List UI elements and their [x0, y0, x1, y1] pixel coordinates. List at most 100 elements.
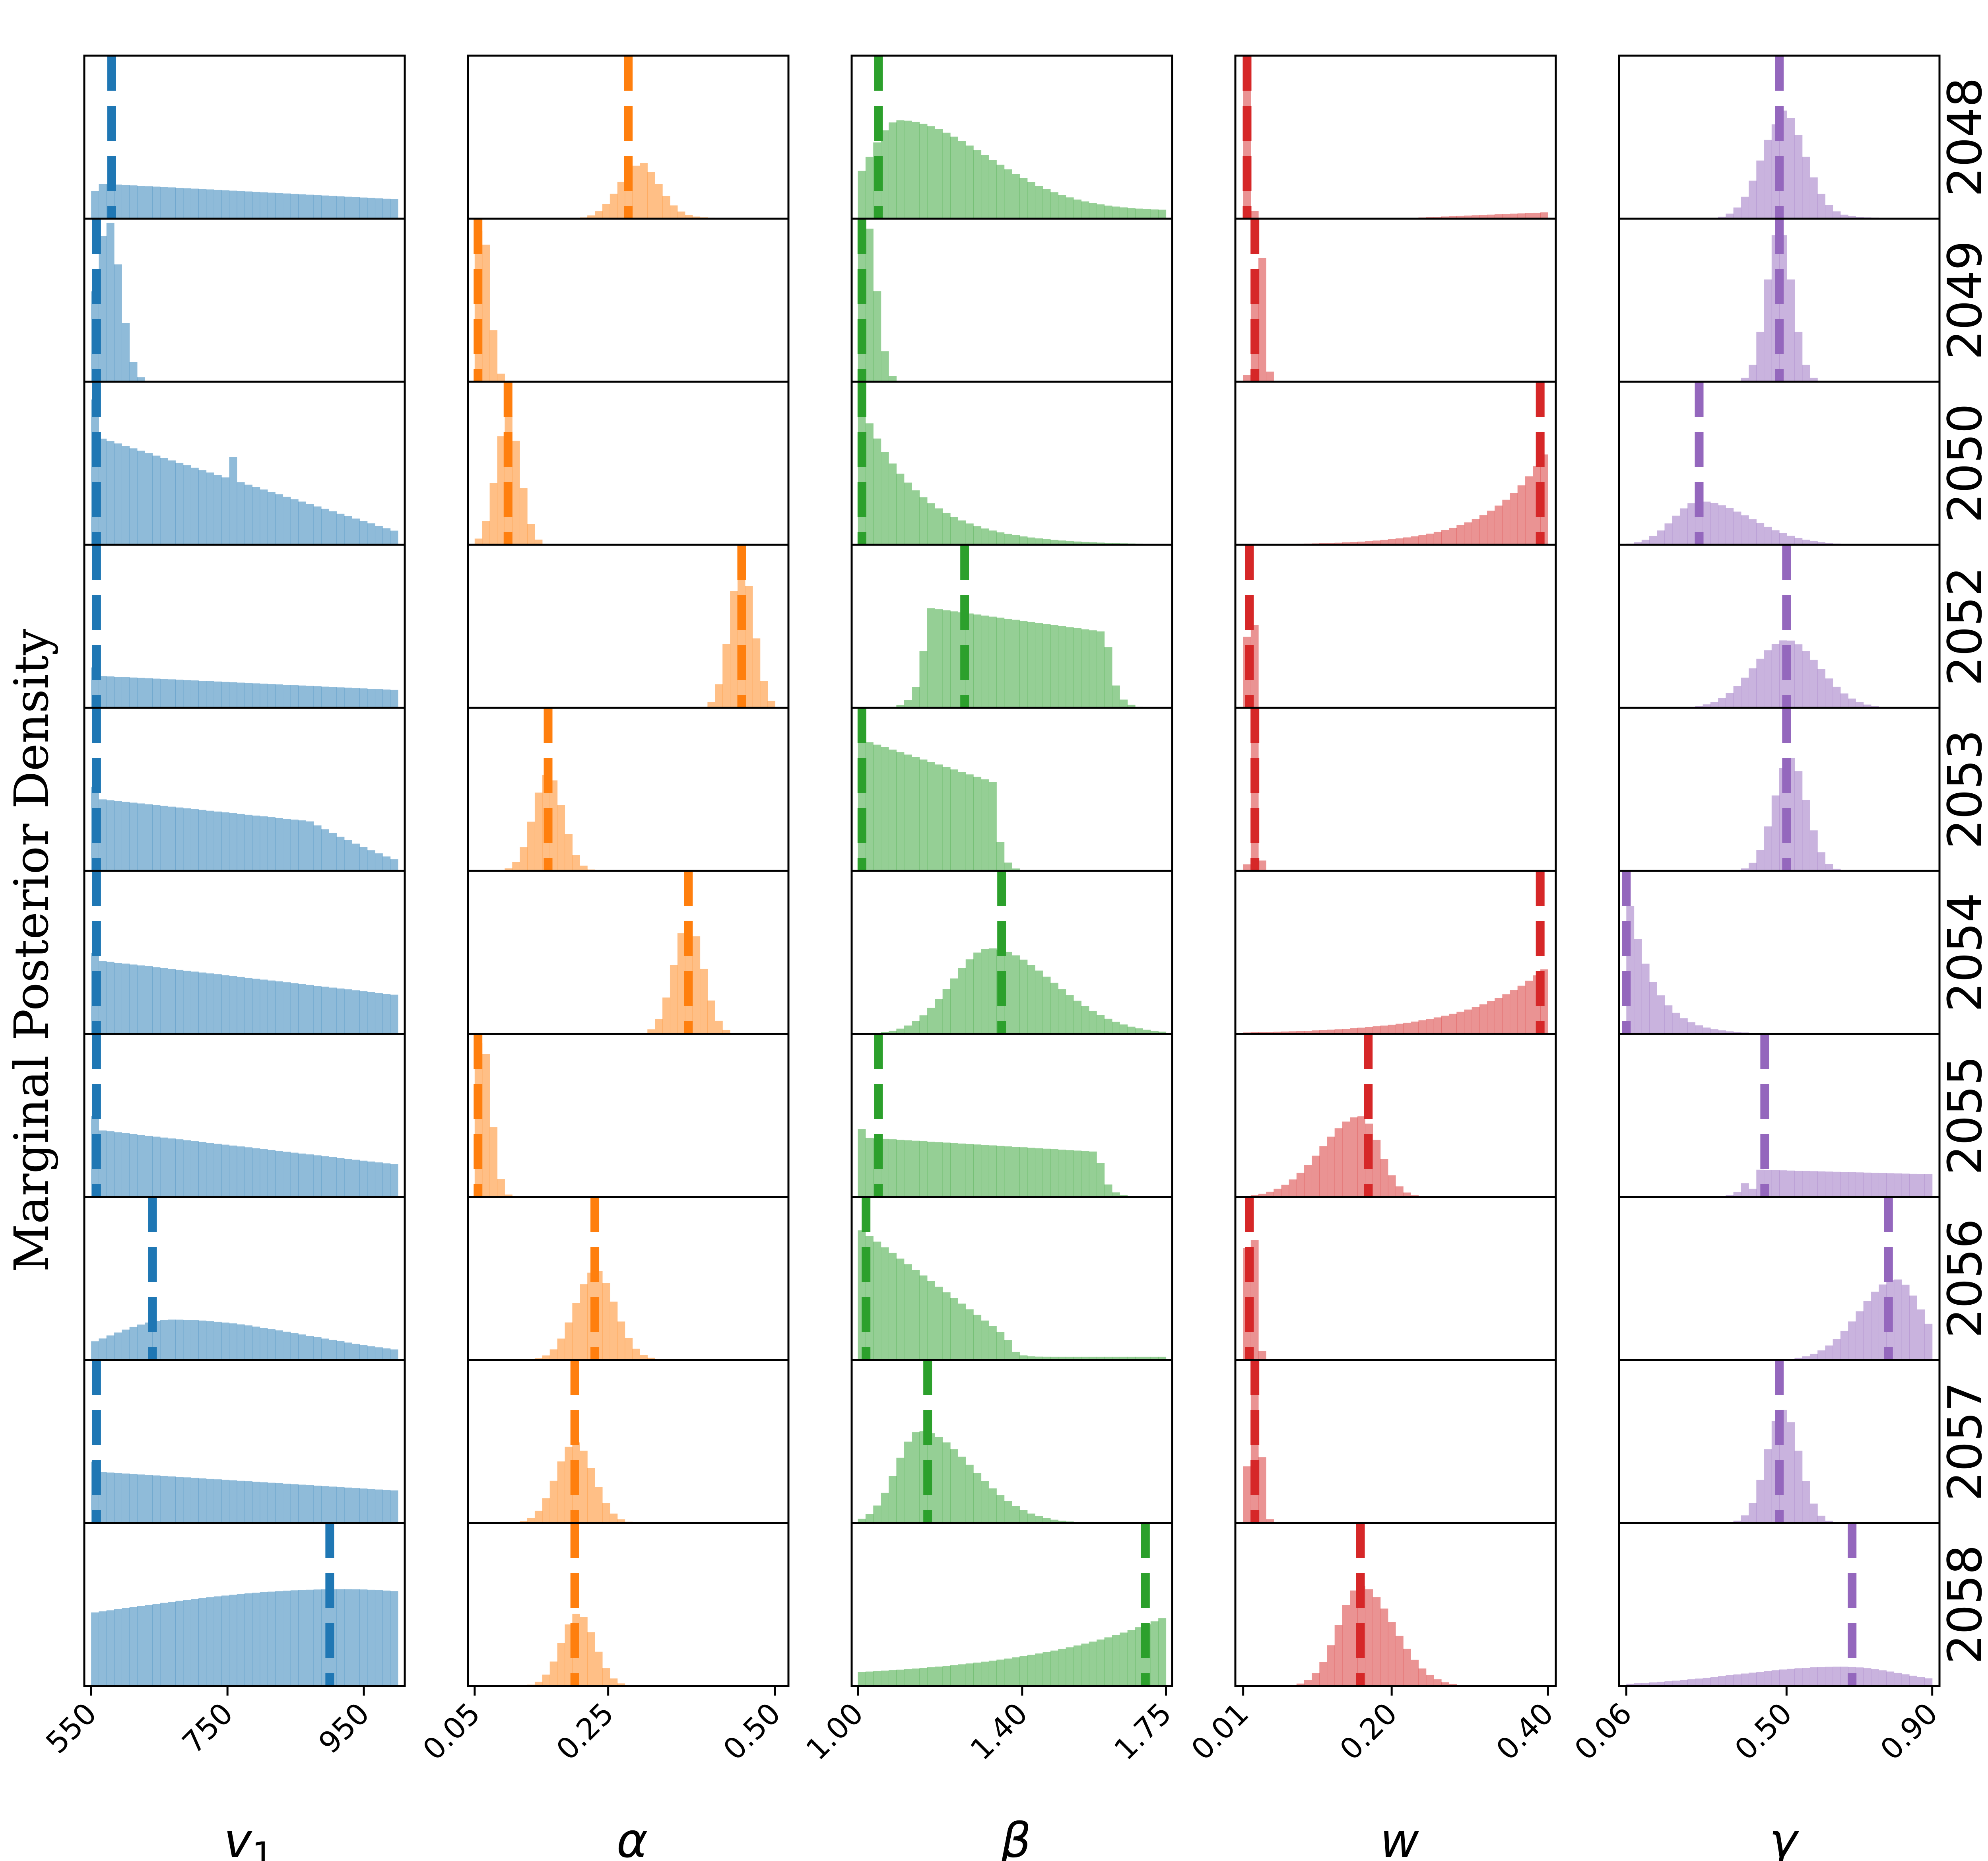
histogram-bar [1886, 1173, 1895, 1197]
histogram-bar [1641, 540, 1650, 545]
histogram-bar [321, 987, 329, 1034]
histogram-bar [1243, 1466, 1251, 1523]
histogram-bar [950, 769, 958, 871]
histogram-bar [896, 474, 905, 545]
histogram-bar [106, 1610, 115, 1686]
histogram-bar [1817, 1667, 1825, 1686]
histogram-bar [1012, 1657, 1020, 1686]
histogram-bar [1266, 1519, 1274, 1523]
row-label-2052: 2052 [1938, 567, 1988, 686]
histogram-bar [1802, 540, 1810, 545]
histogram-bar [336, 687, 345, 708]
histogram-bar [602, 1668, 610, 1686]
histogram-bar [912, 1270, 920, 1360]
histogram-bar [617, 1321, 625, 1360]
histogram-bar [1901, 1674, 1910, 1686]
histogram-bar [229, 682, 237, 708]
histogram-bar [190, 1478, 199, 1523]
histogram-bar [647, 172, 655, 219]
histogram-bar [1733, 511, 1741, 545]
histogram-bar [290, 685, 299, 708]
histogram-bar [1495, 998, 1503, 1034]
histogram-bar [237, 814, 245, 871]
histogram-bar [1472, 519, 1480, 545]
histogram-bar [1794, 1358, 1803, 1360]
histogram-bar [935, 1437, 943, 1523]
histogram-bar [767, 701, 776, 708]
histogram-bar [329, 987, 337, 1034]
histogram-bar [175, 462, 184, 545]
histogram-bar [1150, 1356, 1159, 1360]
histogram-bar [942, 767, 951, 871]
histogram-bar [655, 1019, 663, 1034]
panel-alpha-2049 [467, 218, 790, 383]
histogram-bar [1825, 1521, 1833, 1523]
histogram-bar [283, 193, 291, 219]
row-label-2054: 2054 [1938, 893, 1988, 1012]
histogram-bar [950, 517, 958, 545]
histogram-bar [1703, 501, 1711, 545]
histogram-bar [1342, 1605, 1350, 1686]
histogram-bar [1403, 1192, 1411, 1197]
histogram-bar [1856, 1667, 1864, 1686]
histogram-bar [1120, 1356, 1128, 1360]
histogram-bar [1741, 868, 1749, 871]
histogram-bar [904, 1264, 912, 1360]
histogram-bar [1833, 686, 1841, 708]
histogram-bar [99, 236, 107, 382]
histogram-bar [1894, 1673, 1902, 1686]
row-label-2050: 2050 [1938, 404, 1988, 523]
histogram-bar [715, 684, 723, 708]
histogram-bar [1809, 377, 1818, 382]
histogram-bar [1296, 1031, 1305, 1034]
histogram-bar [1050, 1149, 1058, 1197]
histogram-bar [237, 1146, 245, 1197]
histogram-bar [252, 1482, 260, 1523]
histogram-bar [390, 1490, 398, 1523]
histogram-bar [896, 120, 905, 219]
histogram-bar [1289, 1179, 1297, 1197]
histogram-bar [1749, 1673, 1757, 1686]
histogram-bar [137, 451, 145, 545]
histogram-bar [313, 195, 322, 219]
histogram-bar [1097, 204, 1105, 219]
histogram-bar [865, 1514, 874, 1523]
histogram-bar [527, 1517, 535, 1523]
histogram-bar [1365, 1589, 1373, 1686]
histogram-bar [1004, 952, 1012, 1034]
histogram-bar [1741, 1515, 1749, 1523]
histogram-bar [290, 1484, 299, 1523]
panel-w-2048 [1234, 54, 1557, 220]
histogram-bar [137, 1474, 145, 1523]
histogram-bar [1718, 216, 1726, 219]
panel-w-2052 [1234, 544, 1557, 709]
histogram-bar [1357, 541, 1365, 545]
histogram-bar [489, 1127, 498, 1197]
histogram-bar [919, 1668, 928, 1686]
histogram-bar [198, 1478, 207, 1523]
histogram-bar [1664, 1681, 1673, 1686]
histogram-bar [1764, 140, 1772, 219]
panel-gamma-2050 [1618, 381, 1941, 546]
histogram-bar [1081, 542, 1089, 545]
histogram-bar [1863, 1301, 1872, 1360]
histogram-bar [1074, 199, 1081, 219]
histogram-bar [1250, 211, 1259, 219]
histogram-bar [229, 190, 237, 219]
histogram-bar [662, 997, 670, 1034]
histogram-bar [1825, 1667, 1833, 1686]
histogram-bar [1043, 976, 1051, 1034]
histogram-bar [1319, 1662, 1328, 1686]
histogram-bar [1817, 542, 1825, 545]
histogram-bar [260, 979, 268, 1034]
histogram-bar [160, 1137, 168, 1197]
histogram-bar [1794, 332, 1803, 382]
histogram-bar [298, 1334, 306, 1360]
histogram-bar [965, 959, 974, 1034]
histogram-bar [1004, 1146, 1012, 1197]
histogram-bar [367, 198, 375, 219]
histogram-bar [1289, 1031, 1297, 1034]
histogram-bar [942, 989, 951, 1034]
histogram-bar [625, 1338, 633, 1360]
histogram-bar [873, 1241, 881, 1360]
